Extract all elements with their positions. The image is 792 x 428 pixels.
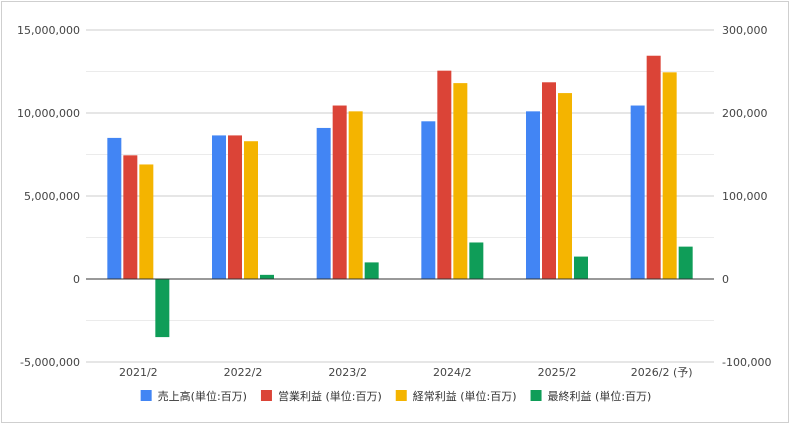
bar	[155, 279, 170, 338]
legend-item: 売上高(単位:百万)	[140, 389, 247, 403]
legend-label: 最終利益 (単位:百万)	[548, 389, 652, 403]
left-axis-tick-label: 15,000,000	[17, 24, 80, 37]
right-axis-tick-label: 0	[722, 273, 729, 286]
left-axis-tick-label: -5,000,000	[20, 356, 80, 369]
bar	[469, 242, 484, 279]
bar	[244, 141, 258, 279]
legend-item: 最終利益 (単位:百万)	[530, 389, 652, 403]
legend-label: 売上高(単位:百万)	[158, 389, 247, 403]
bar	[228, 135, 242, 279]
bar	[630, 105, 645, 279]
bar	[316, 127, 331, 279]
bar	[574, 256, 588, 279]
x-axis-tick-label: 2023/2	[328, 366, 367, 379]
bar	[678, 246, 693, 279]
left-axis-tick-label: 5,000,000	[24, 190, 80, 203]
bar	[421, 121, 436, 279]
legend-swatch	[260, 390, 272, 401]
left-y-axis: 15,000,000 10,000,000 5,000,000 0 -5,000,000	[17, 24, 80, 369]
bar	[123, 155, 138, 279]
bar	[348, 111, 363, 279]
bar	[437, 70, 452, 279]
bar	[453, 83, 468, 280]
bar	[332, 105, 347, 279]
legend-swatch	[530, 390, 542, 401]
legend-item: 経常利益 (単位:百万)	[395, 389, 517, 403]
bar	[662, 72, 677, 279]
x-axis: 2021/2 2022/2 2023/2 2024/2 2025/2 2026/2 (予)	[119, 366, 693, 379]
left-axis-tick-label: 0	[73, 273, 80, 286]
bar	[212, 135, 226, 279]
legend-label: 営業利益 (単位:百万)	[278, 389, 382, 403]
bar	[526, 111, 540, 279]
x-axis-tick-label: 2026/2 (予)	[631, 366, 693, 379]
right-axis-tick-label: 100,000	[722, 190, 768, 203]
bars	[107, 55, 693, 338]
gridlines	[86, 29, 714, 363]
bar	[260, 274, 274, 279]
bar	[364, 262, 379, 279]
legend-swatch	[395, 390, 407, 401]
right-axis-tick-label: 300,000	[722, 24, 768, 37]
x-axis-tick-label: 2022/2	[224, 366, 263, 379]
right-axis-tick-label: -100,000	[722, 356, 771, 369]
legend-label: 経常利益 (単位:百万)	[413, 389, 517, 403]
x-axis-tick-label: 2021/2	[119, 366, 158, 379]
legend-swatch	[140, 390, 152, 401]
legend-item: 営業利益 (単位:百万)	[260, 389, 382, 403]
x-axis-tick-label: 2025/2	[538, 366, 577, 379]
right-axis-tick-label: 200,000	[722, 107, 768, 120]
left-axis-tick-label: 10,000,000	[17, 107, 80, 120]
legend: 売上高(単位:百万) 営業利益 (単位:百万) 経常利益 (単位:百万) 最終利益 (…	[140, 389, 652, 403]
bar	[139, 164, 154, 279]
x-axis-tick-label: 2024/2	[433, 366, 472, 379]
bar	[558, 93, 572, 279]
bar	[646, 55, 661, 280]
bar	[107, 137, 122, 279]
bar	[542, 82, 556, 279]
right-y-axis: 300,000 200,000 100,000 0 -100,000	[722, 24, 771, 369]
